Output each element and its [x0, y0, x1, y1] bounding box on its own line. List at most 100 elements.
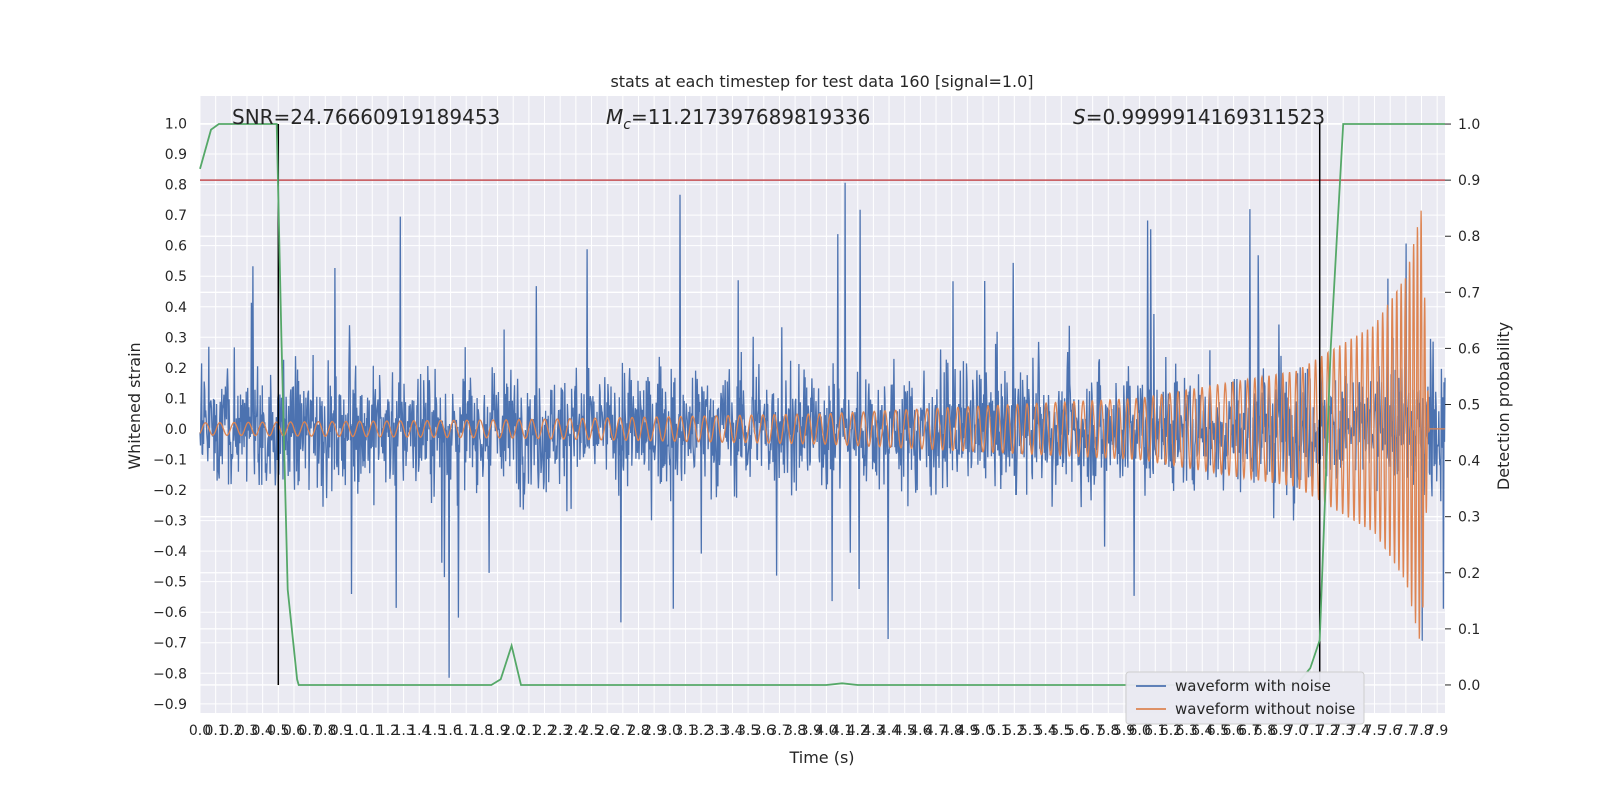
x-tick-label: 3.2 [690, 723, 712, 739]
x-tick-label: 4.2 [847, 723, 869, 739]
s-value: =0.9999914169311523 [1086, 105, 1325, 129]
y-tick-label: −0.2 [153, 483, 187, 499]
legend-label-clean: waveform without noise [1175, 700, 1355, 718]
y2-tick-labels: 0.0 0.1 0.2 0.3 0.4 0.5 0.6 0.7 0.8 0.9 1.0 [1445, 117, 1480, 694]
x-tick-label: 0.3 [236, 723, 258, 739]
x-tick-label: 0.6 [283, 723, 305, 739]
y2-tick-label: 0.9 [1458, 173, 1480, 189]
y-tick-label: 0.8 [165, 178, 187, 194]
x-tick-label: 5.9 [1113, 723, 1135, 739]
series-waveform-without-noise [199, 210, 1445, 639]
y-tick-label: −0.6 [153, 605, 187, 621]
x-tick-label: 2.7 [612, 723, 634, 739]
x-tick-label: 5.7 [1082, 723, 1104, 739]
y-tick-label: 0.2 [165, 361, 187, 377]
x-tick-label: 3.6 [753, 723, 775, 739]
y-tick-label: −0.3 [153, 514, 187, 530]
x-tick-label: 3.1 [674, 723, 696, 739]
x-tick-label: 7.7 [1395, 723, 1417, 739]
x-tick-label: 3.0 [659, 723, 681, 739]
x-tick-label: 0.8 [314, 723, 336, 739]
x-tick-label: 2.4 [565, 723, 587, 739]
x-tick-label: 5.2 [1003, 723, 1025, 739]
x-tick-label: 6.2 [1160, 723, 1182, 739]
x-tick-label: 1.7 [455, 723, 477, 739]
x-tick-label: 0.0 [189, 723, 211, 739]
plot-area [199, 123, 1446, 686]
y2-tick-label: 0.2 [1458, 566, 1480, 582]
x-tick-label: 4.3 [862, 723, 884, 739]
x-tick-label: 3.3 [706, 723, 728, 739]
y-tick-label: −0.5 [153, 575, 187, 591]
y2-tick-label: 0.0 [1458, 678, 1480, 694]
x-tick-label: 6.1 [1144, 723, 1166, 739]
x-tick-label: 2.9 [643, 723, 665, 739]
series-waveform-with-noise [199, 182, 1446, 678]
x-tick-label: 6.3 [1175, 723, 1197, 739]
y2-tick-label: 1.0 [1458, 117, 1480, 133]
x-tick-label: 5.5 [1050, 723, 1072, 739]
x-tick-label: 6.6 [1222, 723, 1244, 739]
x-tick-label: 2.8 [627, 723, 649, 739]
x-tick-label: 4.7 [925, 723, 947, 739]
s-annotation: S=0.9999914169311523 [1073, 105, 1325, 129]
x-tick-label: 5.6 [1066, 723, 1088, 739]
y-tick-label: 0.6 [165, 239, 187, 255]
y2-tick-label: 0.3 [1458, 510, 1480, 526]
x-tick-label: 7.5 [1363, 723, 1385, 739]
chirp-mass-subscript: c [623, 117, 631, 133]
legend-label-noise: waveform with noise [1175, 677, 1331, 695]
series-detection-probability [199, 123, 1445, 686]
y-tick-label: 0.3 [165, 330, 187, 346]
x-tick-label: 7.1 [1301, 723, 1323, 739]
x-tick-label: 3.8 [784, 723, 806, 739]
y-tick-label: 0.4 [165, 300, 187, 316]
chirp-mass-annotation: Mc=11.217397689819336 [606, 105, 870, 133]
y2-tick-label: 0.6 [1458, 341, 1480, 357]
x-tick-label: 2.0 [502, 723, 524, 739]
x-tick-label: 6.4 [1191, 723, 1213, 739]
x-tick-label: 4.4 [878, 723, 900, 739]
x-tick-label: 1.3 [392, 723, 414, 739]
chirp-mass-symbol: M [606, 105, 623, 129]
x-tick-label: 1.4 [408, 723, 430, 739]
x-tick-label: 6.0 [1128, 723, 1150, 739]
x-tick-label: 5.3 [1019, 723, 1041, 739]
x-tick-label: 7.9 [1426, 723, 1448, 739]
y2-tick-label: 0.8 [1458, 229, 1480, 245]
y-tick-label: −0.9 [153, 697, 187, 713]
x-tick-label: 2.2 [533, 723, 555, 739]
legend: waveform with noise waveform without noi… [1125, 671, 1365, 725]
y-tick-label: 0.0 [165, 422, 187, 438]
x-tick-label: 0.9 [330, 723, 352, 739]
x-tick-label: 3.7 [768, 723, 790, 739]
x-tick-label: 0.2 [220, 723, 242, 739]
y-tick-label: −0.7 [153, 636, 187, 652]
x-tick-label: 1.5 [424, 723, 446, 739]
chirp-mass-value: =11.217397689819336 [631, 105, 870, 129]
y-tick-label: −0.8 [153, 666, 187, 682]
x-tick-label: 6.8 [1254, 723, 1276, 739]
y-tick-label: 0.1 [165, 391, 187, 407]
x-tick-label: 5.8 [1097, 723, 1119, 739]
x-tick-label: 0.1 [205, 723, 227, 739]
x-tick-labels: 0.00.10.20.30.40.50.60.70.80.91.01.11.21… [189, 723, 1448, 739]
y2-tick-label: 0.1 [1458, 622, 1480, 638]
y-tick-label: 1.0 [165, 116, 187, 132]
x-tick-label: 0.4 [252, 723, 274, 739]
y-tick-label: −0.1 [153, 452, 187, 468]
chart-title: stats at each timestep for test data 160… [610, 72, 1033, 91]
y-tick-label: 0.7 [165, 208, 187, 224]
y2-axis-label: Detection probability [1494, 322, 1513, 490]
x-tick-label: 7.6 [1379, 723, 1401, 739]
x-tick-label: 0.5 [267, 723, 289, 739]
x-tick-label: 2.3 [549, 723, 571, 739]
x-tick-label: 1.9 [486, 723, 508, 739]
x-tick-label: 6.5 [1207, 723, 1229, 739]
x-tick-label: 1.1 [361, 723, 383, 739]
x-tick-label: 6.7 [1238, 723, 1260, 739]
x-tick-label: 4.0 [815, 723, 837, 739]
x-tick-label: 7.2 [1316, 723, 1338, 739]
x-tick-label: 1.2 [377, 723, 399, 739]
